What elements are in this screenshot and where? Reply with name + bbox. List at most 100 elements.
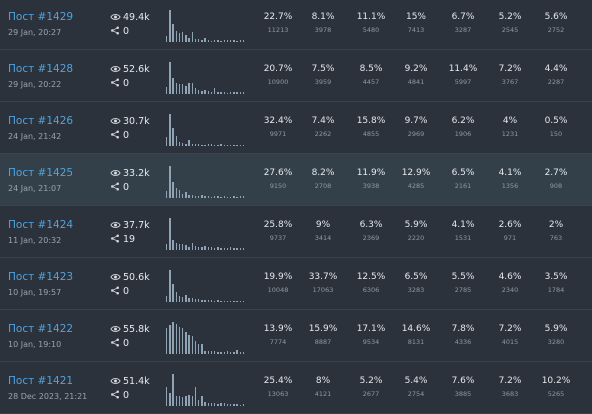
retention-count: 9971 — [269, 130, 287, 138]
sparkline-bar — [207, 91, 209, 94]
shares-count: 0 — [110, 338, 129, 349]
retention-percent: 13.9% — [263, 324, 293, 334]
post-row[interactable]: Пост #1426 24 Jan, 21:42 30.7k 0 32.4% 9971 7.… — [0, 102, 592, 154]
sparkline-bar — [182, 243, 184, 250]
sparkline-bar — [223, 196, 225, 198]
post-title-link[interactable]: Пост #1429 — [8, 11, 74, 23]
sparkline-bar — [230, 352, 232, 354]
sparkline-bar — [191, 195, 193, 198]
retention-percent: 6.5% — [404, 272, 428, 282]
sparkline-bar — [204, 402, 206, 406]
retention-cell: 11.4% 5997 — [433, 64, 493, 86]
retention-count: 150 — [549, 130, 563, 138]
retention-count: 3414 — [314, 234, 332, 242]
sparkline-bar — [204, 38, 206, 42]
sparkline-bar — [175, 82, 177, 94]
sparkline-bar — [210, 196, 213, 198]
sparkline-bar — [178, 33, 181, 42]
retention-count: 3938 — [362, 182, 380, 190]
retention-cell: 9.2% 4841 — [386, 64, 446, 86]
retention-percent: 2.6% — [498, 220, 522, 230]
shares-value: 0 — [123, 26, 130, 37]
post-title-link[interactable]: Пост #1423 — [8, 271, 74, 283]
sparkline-bar — [220, 402, 222, 406]
sparkline-bar — [242, 145, 245, 146]
retention-cell: 4.1% 1356 — [480, 168, 540, 190]
sparkline-bar — [207, 196, 209, 198]
sparkline-bar — [182, 84, 184, 94]
sparkline-bar — [204, 90, 206, 94]
sparkline-bar — [166, 86, 168, 94]
views-sparkline[interactable] — [164, 164, 248, 198]
retention-percent: 11.4% — [448, 64, 478, 74]
retention-cell: 6.7% 3287 — [433, 12, 493, 34]
sparkline-bar — [239, 92, 241, 94]
sparkline-bar — [233, 196, 235, 198]
retention-cell: 8% 4121 — [293, 376, 353, 398]
retention-percent: 6.3% — [359, 220, 383, 230]
sparkline-bar — [239, 145, 241, 146]
retention-cell: 8.2% 2708 — [293, 168, 353, 190]
views-sparkline[interactable] — [164, 112, 248, 146]
sparkline-bar — [220, 352, 222, 354]
retention-count: 4121 — [314, 390, 332, 398]
sparkline-bar — [191, 298, 193, 302]
sparkline-bar — [194, 87, 197, 94]
retention-cell: 3.5% 1784 — [526, 272, 586, 294]
post-row[interactable]: Пост #1428 29 Jan, 20:22 52.6k 0 20.7% 10900 7… — [0, 50, 592, 102]
views-sparkline[interactable] — [164, 60, 248, 94]
views-sparkline[interactable] — [164, 372, 248, 406]
post-title-link[interactable]: Пост #1422 — [8, 323, 74, 335]
retention-percent: 7.2% — [498, 64, 522, 74]
sparkline-bar — [226, 300, 229, 302]
views-sparkline[interactable] — [164, 320, 248, 354]
retention-cell: 17.1% 9534 — [341, 324, 401, 346]
retention-percent: 6.7% — [451, 12, 475, 22]
retention-cell: 2% 763 — [526, 220, 586, 242]
retention-count: 17063 — [312, 286, 334, 294]
sparkline-bar — [239, 248, 241, 250]
post-title-link[interactable]: Пост #1421 — [8, 375, 74, 387]
post-title-link[interactable]: Пост #1426 — [8, 115, 74, 127]
sparkline-bar — [217, 300, 219, 302]
sparkline-bar — [188, 139, 190, 146]
sparkline-bar — [220, 248, 222, 250]
sparkline-bar — [217, 196, 219, 198]
post-title-link[interactable]: Пост #1428 — [8, 63, 74, 75]
retention-count: 5480 — [362, 26, 380, 34]
views-sparkline[interactable] — [164, 8, 248, 42]
retention-cell: 5.2% 2545 — [480, 12, 540, 34]
sparkline-bar — [207, 247, 209, 250]
post-row[interactable]: Пост #1425 24 Jan, 21:07 33.2k 0 27.6% 9150 8.… — [0, 154, 592, 206]
sparkline-bar — [194, 341, 197, 354]
sparkline-bar — [230, 247, 232, 250]
post-row[interactable]: Пост #1429 29 Jan, 20:27 49.4k 0 22.7% 11213 8… — [0, 0, 592, 50]
retention-cell: 22.7% 11213 — [248, 12, 308, 34]
retention-count: 8887 — [314, 338, 332, 346]
sparkline-bar — [185, 144, 187, 146]
retention-count: 1784 — [547, 286, 565, 294]
post-row[interactable]: Пост #1422 10 Jan, 19:10 55.8k 0 13.9% 7774 15… — [0, 310, 592, 362]
eye-icon — [110, 377, 121, 386]
views-count: 37.7k — [110, 220, 150, 231]
post-row[interactable]: Пост #1423 10 Jan, 19:57 50.6k 0 19.9% 10048 3… — [0, 258, 592, 310]
post-row[interactable]: Пост #1421 28 Dec 2023, 21:21 51.4k 0 25.4% 1… — [0, 362, 592, 414]
views-sparkline[interactable] — [164, 216, 248, 250]
post-title-link[interactable]: Пост #1425 — [8, 167, 74, 179]
post-date: 28 Dec 2023, 21:21 — [8, 392, 88, 401]
sparkline-bar — [175, 188, 177, 198]
eye-icon — [110, 13, 121, 22]
retention-cell: 4.6% 2340 — [480, 272, 540, 294]
views-count: 51.4k — [110, 376, 150, 387]
views-sparkline[interactable] — [164, 268, 248, 302]
post-date: 24 Jan, 21:42 — [8, 132, 62, 141]
post-row[interactable]: Пост #1424 11 Jan, 20:32 37.7k 19 25.8% 9737 9… — [0, 206, 592, 258]
retention-percent: 2.7% — [544, 168, 568, 178]
sparkline-bar — [214, 144, 216, 146]
sparkline-bar — [166, 137, 168, 146]
sparkline-bar — [182, 194, 184, 198]
sparkline-bar — [166, 328, 168, 354]
sparkline-bar — [204, 300, 206, 302]
post-title-link[interactable]: Пост #1424 — [8, 219, 74, 231]
retention-cell: 4% 1231 — [480, 116, 540, 138]
